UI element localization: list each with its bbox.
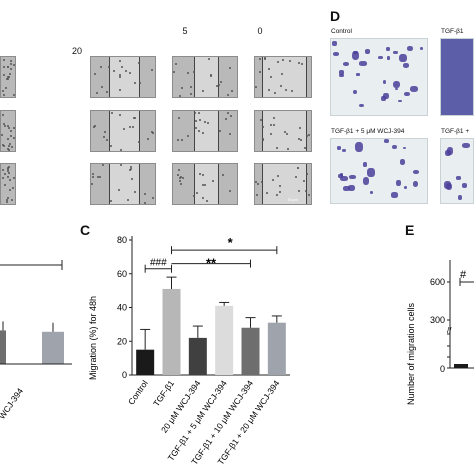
wound-image: [0, 110, 16, 152]
panel-e-axis-break: //: [447, 326, 452, 335]
y-tick-label: 60: [117, 269, 127, 279]
header-row2-col1: 20: [71, 46, 82, 56]
panel-e-tick-300: 300: [430, 315, 445, 325]
bar: [162, 288, 181, 375]
scale-bar-label: 50μm: [288, 197, 299, 202]
micro-label-tgf-plus: TGF-β1 +: [441, 128, 470, 135]
y-tick-label: 0: [122, 370, 127, 380]
panel-b-cat-label: WCJ-394: [0, 386, 25, 420]
wound-image: [90, 110, 156, 152]
wound-image: [0, 163, 16, 205]
y-axis-label: Migration (%) for 48h: [88, 296, 98, 380]
bar: [267, 322, 286, 375]
sig-label-hash: ###: [150, 258, 167, 269]
stained-image: [330, 38, 428, 116]
panel-e-sig-hash: #: [460, 269, 467, 281]
bar: [241, 327, 260, 375]
panel-d-letter: D: [330, 8, 341, 24]
bar: [215, 305, 234, 375]
category-label: TGF-β1: [151, 378, 176, 408]
panel-b-bar: [42, 331, 64, 364]
wound-image: [172, 110, 238, 152]
panel-b-bar: [0, 330, 6, 364]
header-row1-col1: 0: [257, 26, 263, 36]
wound-image: [90, 56, 156, 98]
migration-bar-chart: 0 20 40 60 80 Migration (%) for 48h Control TGF…: [88, 235, 290, 467]
wound-image: [0, 56, 16, 98]
wound-image: [254, 163, 312, 205]
micro-label-tgf: TGF-β1: [441, 28, 464, 35]
wound-image: [90, 163, 156, 205]
wound-image: [172, 56, 238, 98]
micro-label-control: Control: [331, 28, 352, 35]
panel-b-chart: WCJ-394: [0, 260, 72, 420]
bar: [188, 337, 207, 375]
sig-label-star: *: [228, 235, 234, 250]
category-label: Control: [126, 378, 150, 406]
header-row1-col2: 5: [182, 26, 188, 36]
y-tick-label: 40: [117, 303, 127, 313]
bar: [136, 349, 155, 375]
panel-e-chart: Number of migration cells 600 300 0 // #: [406, 260, 474, 405]
wound-image: [172, 163, 238, 205]
micro-label-tgf-5: TGF-β1 + 5 μM WCJ-394: [331, 128, 405, 135]
stained-image: [440, 38, 474, 116]
panel-c-letter: C: [80, 222, 91, 238]
wound-image: [254, 110, 312, 152]
panel-e-bar-control: [454, 364, 468, 368]
y-tick-label: 80: [117, 235, 127, 245]
panel-e-ylabel: Number of migration cells: [406, 302, 416, 405]
wound-image: [254, 56, 312, 98]
panel-e-tick-600: 600: [430, 277, 445, 287]
sig-label-double-star: **: [206, 256, 217, 271]
panel-e-letter: E: [405, 222, 415, 238]
stained-image: [330, 138, 428, 204]
y-tick-label: 20: [117, 336, 127, 346]
panel-e-tick-0: 0: [440, 364, 445, 374]
stained-image: [440, 138, 474, 204]
